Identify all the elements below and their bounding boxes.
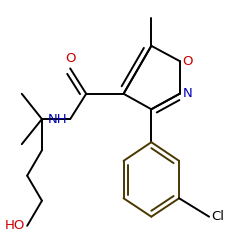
Text: O: O	[183, 55, 193, 67]
Text: N: N	[183, 87, 192, 100]
Text: Cl: Cl	[212, 210, 225, 223]
Text: NH: NH	[48, 113, 68, 125]
Text: O: O	[65, 53, 75, 65]
Text: HO: HO	[5, 219, 25, 232]
